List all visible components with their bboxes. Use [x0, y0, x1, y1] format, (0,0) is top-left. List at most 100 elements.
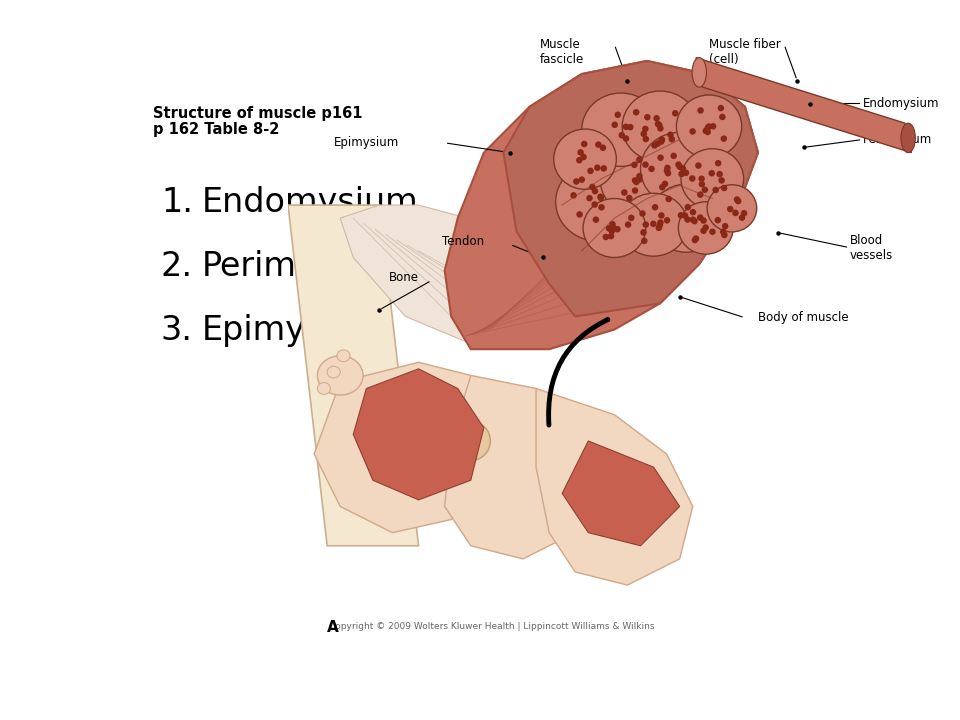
Ellipse shape — [318, 356, 363, 395]
Ellipse shape — [719, 114, 726, 120]
Ellipse shape — [337, 350, 350, 361]
Ellipse shape — [623, 124, 629, 130]
Polygon shape — [563, 441, 680, 546]
Ellipse shape — [636, 156, 642, 163]
Ellipse shape — [663, 217, 670, 224]
Ellipse shape — [592, 217, 599, 223]
Text: Muscle
fascicle: Muscle fascicle — [540, 38, 585, 66]
Ellipse shape — [627, 124, 634, 130]
Ellipse shape — [642, 125, 649, 132]
Ellipse shape — [721, 135, 727, 142]
Ellipse shape — [698, 176, 705, 182]
Ellipse shape — [689, 209, 696, 215]
Ellipse shape — [622, 91, 698, 162]
Ellipse shape — [691, 237, 698, 243]
Ellipse shape — [677, 95, 742, 158]
Ellipse shape — [718, 105, 724, 112]
Ellipse shape — [589, 184, 595, 190]
Ellipse shape — [679, 202, 733, 254]
Ellipse shape — [693, 235, 699, 242]
Text: Epimysium: Epimysium — [202, 314, 386, 347]
Text: Epimysium: Epimysium — [334, 136, 399, 149]
Ellipse shape — [618, 132, 625, 138]
Text: 2.: 2. — [161, 250, 193, 283]
Ellipse shape — [619, 193, 687, 256]
Ellipse shape — [672, 110, 679, 117]
Ellipse shape — [703, 224, 708, 231]
Text: Perimysium: Perimysium — [862, 133, 932, 146]
Ellipse shape — [634, 179, 639, 185]
Ellipse shape — [658, 220, 663, 226]
Ellipse shape — [664, 165, 671, 171]
Ellipse shape — [682, 212, 688, 219]
Ellipse shape — [739, 215, 745, 221]
Ellipse shape — [628, 215, 635, 221]
Ellipse shape — [580, 153, 587, 161]
Ellipse shape — [667, 132, 674, 138]
Ellipse shape — [556, 163, 640, 241]
Ellipse shape — [610, 221, 615, 228]
Ellipse shape — [677, 163, 684, 170]
Ellipse shape — [689, 217, 696, 223]
Ellipse shape — [644, 114, 651, 120]
Ellipse shape — [901, 123, 915, 153]
Ellipse shape — [641, 238, 648, 244]
Polygon shape — [353, 369, 484, 500]
Ellipse shape — [718, 177, 725, 184]
Text: Blood
vessels: Blood vessels — [850, 234, 893, 261]
Ellipse shape — [632, 177, 638, 184]
Ellipse shape — [659, 212, 664, 219]
Ellipse shape — [614, 112, 621, 118]
Ellipse shape — [625, 221, 632, 228]
Ellipse shape — [626, 194, 633, 202]
Ellipse shape — [721, 232, 728, 238]
Ellipse shape — [577, 149, 584, 156]
Ellipse shape — [631, 161, 637, 168]
Ellipse shape — [640, 132, 719, 206]
Ellipse shape — [661, 181, 668, 187]
Ellipse shape — [640, 229, 647, 235]
Polygon shape — [340, 205, 588, 349]
Ellipse shape — [712, 186, 719, 193]
Ellipse shape — [655, 121, 661, 127]
Ellipse shape — [651, 142, 658, 149]
Text: Endomysium: Endomysium — [862, 97, 939, 110]
Ellipse shape — [733, 197, 740, 203]
Ellipse shape — [697, 192, 704, 198]
Ellipse shape — [735, 198, 741, 204]
Ellipse shape — [657, 125, 663, 132]
Ellipse shape — [732, 210, 739, 216]
Ellipse shape — [689, 128, 696, 135]
Ellipse shape — [621, 189, 628, 196]
Ellipse shape — [600, 145, 606, 151]
Polygon shape — [314, 362, 497, 533]
Ellipse shape — [691, 218, 698, 225]
Text: Bone: Bone — [389, 271, 419, 284]
Text: Body of muscle: Body of muscle — [758, 311, 849, 324]
Ellipse shape — [708, 170, 715, 176]
Ellipse shape — [654, 115, 660, 122]
Ellipse shape — [683, 170, 689, 176]
Ellipse shape — [679, 171, 684, 177]
Ellipse shape — [655, 140, 661, 147]
Ellipse shape — [699, 181, 706, 187]
Ellipse shape — [632, 187, 638, 194]
Text: p 162 Table 8-2: p 162 Table 8-2 — [154, 122, 280, 138]
Ellipse shape — [692, 58, 707, 87]
Ellipse shape — [640, 130, 647, 137]
Ellipse shape — [576, 211, 583, 217]
Text: Perimysium: Perimysium — [202, 250, 397, 283]
Ellipse shape — [594, 164, 601, 171]
Ellipse shape — [664, 170, 671, 176]
Ellipse shape — [684, 204, 691, 210]
Ellipse shape — [703, 127, 709, 134]
Ellipse shape — [714, 217, 721, 223]
FancyArrowPatch shape — [548, 320, 608, 425]
Ellipse shape — [665, 196, 672, 202]
Ellipse shape — [656, 122, 662, 128]
Polygon shape — [696, 58, 911, 153]
Ellipse shape — [652, 204, 659, 210]
Ellipse shape — [658, 138, 664, 145]
Ellipse shape — [650, 184, 722, 252]
Ellipse shape — [609, 228, 615, 235]
